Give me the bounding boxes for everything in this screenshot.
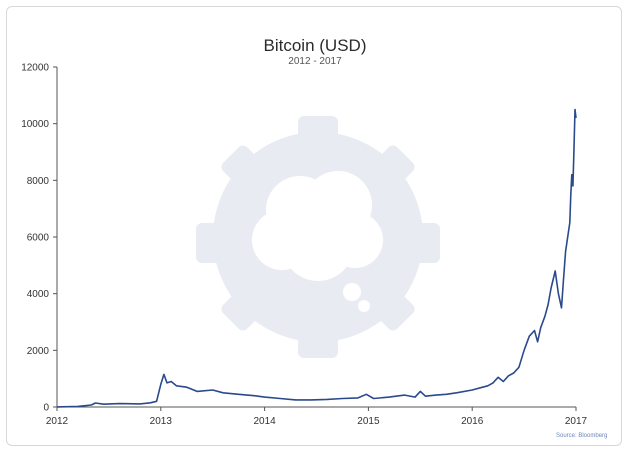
watermark-logo xyxy=(196,116,440,358)
y-tick-label: 6000 xyxy=(27,233,50,244)
watermark-gear-teeth xyxy=(196,116,440,358)
axes: 0 2000 4000 6000 8000 10000 12000 2012 2013 2014 2… xyxy=(21,63,587,428)
chart-title: Bitcoin (USD) xyxy=(263,36,367,55)
source-note: Source: Bloomberg xyxy=(556,433,608,439)
series-line-bitcoin xyxy=(56,108,577,408)
watermark-cloud xyxy=(252,171,383,312)
y-tick-label: 4000 xyxy=(27,289,50,300)
x-tick-label: 2013 xyxy=(150,416,173,427)
x-tick-label: 2015 xyxy=(357,416,380,427)
plot-area xyxy=(56,108,577,408)
y-tick-label: 2000 xyxy=(27,346,50,357)
chart-subtitle: 2012 - 2017 xyxy=(288,56,342,67)
y-tick-label: 10000 xyxy=(21,119,49,130)
x-tick-label: 2014 xyxy=(253,416,276,427)
y-tick-label: 12000 xyxy=(21,63,49,74)
y-tick-label: 8000 xyxy=(27,176,50,187)
x-tick-label: 2012 xyxy=(46,416,69,427)
y-tick-label: 0 xyxy=(43,403,49,414)
x-tick-label: 2017 xyxy=(565,416,588,427)
x-tick-label: 2016 xyxy=(461,416,484,427)
